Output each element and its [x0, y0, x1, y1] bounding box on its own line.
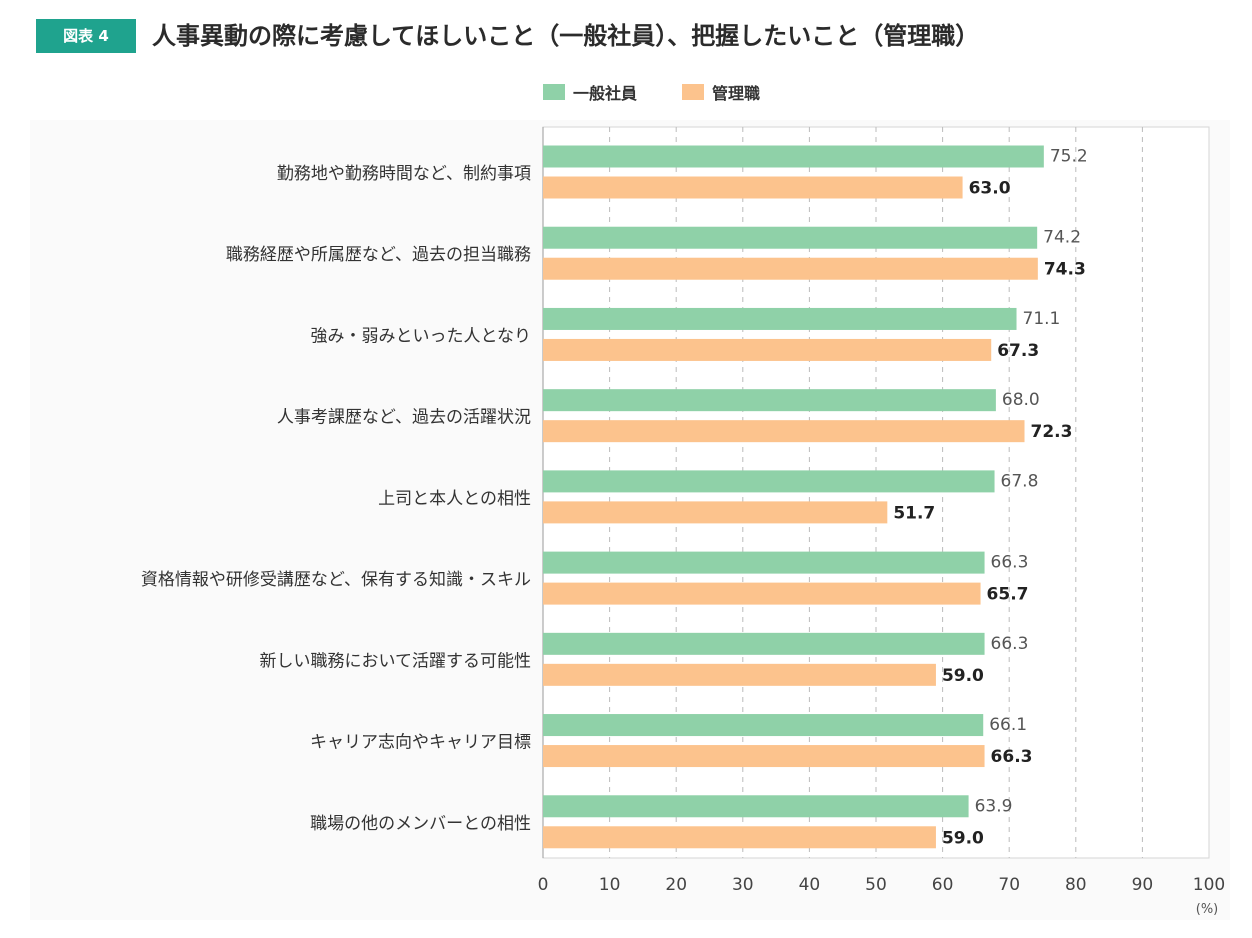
bar-manager: [543, 257, 1038, 280]
value-label-general: 66.1: [989, 715, 1027, 735]
value-label-manager: 59.0: [942, 828, 984, 848]
chart-title: 人事異動の際に考慮してほしいこと（一般社員）、把握したいこと（管理職）: [152, 22, 980, 50]
value-label-general: 63.9: [975, 796, 1013, 816]
category-label: 上司と本人との相性: [378, 489, 531, 509]
value-label-manager: 65.7: [987, 585, 1029, 605]
bar-general: [543, 389, 996, 412]
bar-general: [543, 307, 1017, 330]
x-tick-label: 30: [732, 875, 754, 895]
bar-general: [543, 145, 1044, 168]
bar-general: [543, 470, 995, 493]
x-tick-label: 80: [1065, 875, 1087, 895]
category-label: 資格情報や研修受講歴など、保有する知識・スキル: [141, 570, 531, 590]
x-tick-label: 10: [599, 875, 621, 895]
value-label-manager: 59.0: [942, 666, 984, 686]
bar-manager: [543, 338, 992, 361]
legend-item-general: 一般社員: [543, 80, 637, 104]
category-label: 新しい職務において活躍する可能性: [260, 651, 532, 671]
bar-general: [543, 795, 969, 818]
category-label: 職場の他のメンバーとの相性: [310, 814, 531, 834]
x-tick-label: 0: [538, 875, 549, 895]
figure-number-badge: 図表 4: [36, 19, 136, 53]
value-label-manager: 74.3: [1044, 260, 1086, 280]
legend-swatch-manager: [682, 84, 704, 100]
x-tick-label: 100: [1193, 875, 1225, 895]
bar-manager: [543, 420, 1025, 443]
legend-label-manager: 管理職: [712, 84, 761, 103]
bar-general: [543, 714, 984, 737]
value-label-general: 66.3: [991, 634, 1029, 654]
value-label-general: 74.2: [1043, 228, 1081, 248]
value-label-general: 71.1: [1023, 309, 1061, 329]
category-label: 職務経歴や所属歴など、過去の担当職務: [226, 245, 531, 265]
value-label-general: 68.0: [1002, 390, 1040, 410]
bar-manager: [543, 745, 985, 768]
bar-manager: [543, 176, 963, 199]
category-label: 強み・弱みといった人となり: [311, 326, 532, 346]
legend-label-general: 一般社員: [573, 84, 638, 103]
bar-general: [543, 226, 1038, 249]
value-label-manager: 51.7: [893, 503, 935, 523]
value-label-general: 66.3: [991, 553, 1029, 573]
x-tick-label: 40: [799, 875, 821, 895]
category-label: 勤務地や勤務時間など、制約事項: [277, 164, 531, 184]
bar-general: [543, 551, 985, 574]
bar-manager: [543, 501, 888, 524]
x-tick-label: 90: [1132, 875, 1154, 895]
value-label-general: 75.2: [1050, 147, 1088, 167]
bar-manager: [543, 663, 936, 686]
x-tick-label: 50: [865, 875, 887, 895]
value-label-general: 67.8: [1001, 471, 1039, 491]
value-label-manager: 66.3: [991, 747, 1033, 767]
value-label-manager: 72.3: [1031, 422, 1073, 442]
bar-general: [543, 632, 985, 655]
value-label-manager: 63.0: [969, 179, 1011, 199]
legend-item-manager: 管理職: [682, 80, 760, 104]
x-tick-label: 60: [932, 875, 954, 895]
x-tick-label: 70: [998, 875, 1020, 895]
x-axis-unit-label: (%): [1196, 902, 1219, 917]
x-tick-label: 20: [665, 875, 687, 895]
bar-manager: [543, 582, 981, 605]
bar-manager: [543, 826, 936, 849]
category-label: 人事考課歴など、過去の活躍状況: [277, 408, 531, 428]
legend-swatch-general: [543, 84, 565, 100]
value-label-manager: 67.3: [997, 341, 1039, 361]
category-label: キャリア志向やキャリア目標: [310, 733, 531, 753]
